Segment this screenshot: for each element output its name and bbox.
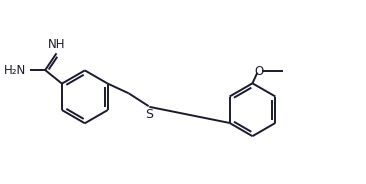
Text: O: O — [254, 65, 264, 77]
Text: H₂N: H₂N — [4, 64, 26, 77]
Text: S: S — [145, 108, 153, 121]
Text: NH: NH — [48, 38, 66, 51]
